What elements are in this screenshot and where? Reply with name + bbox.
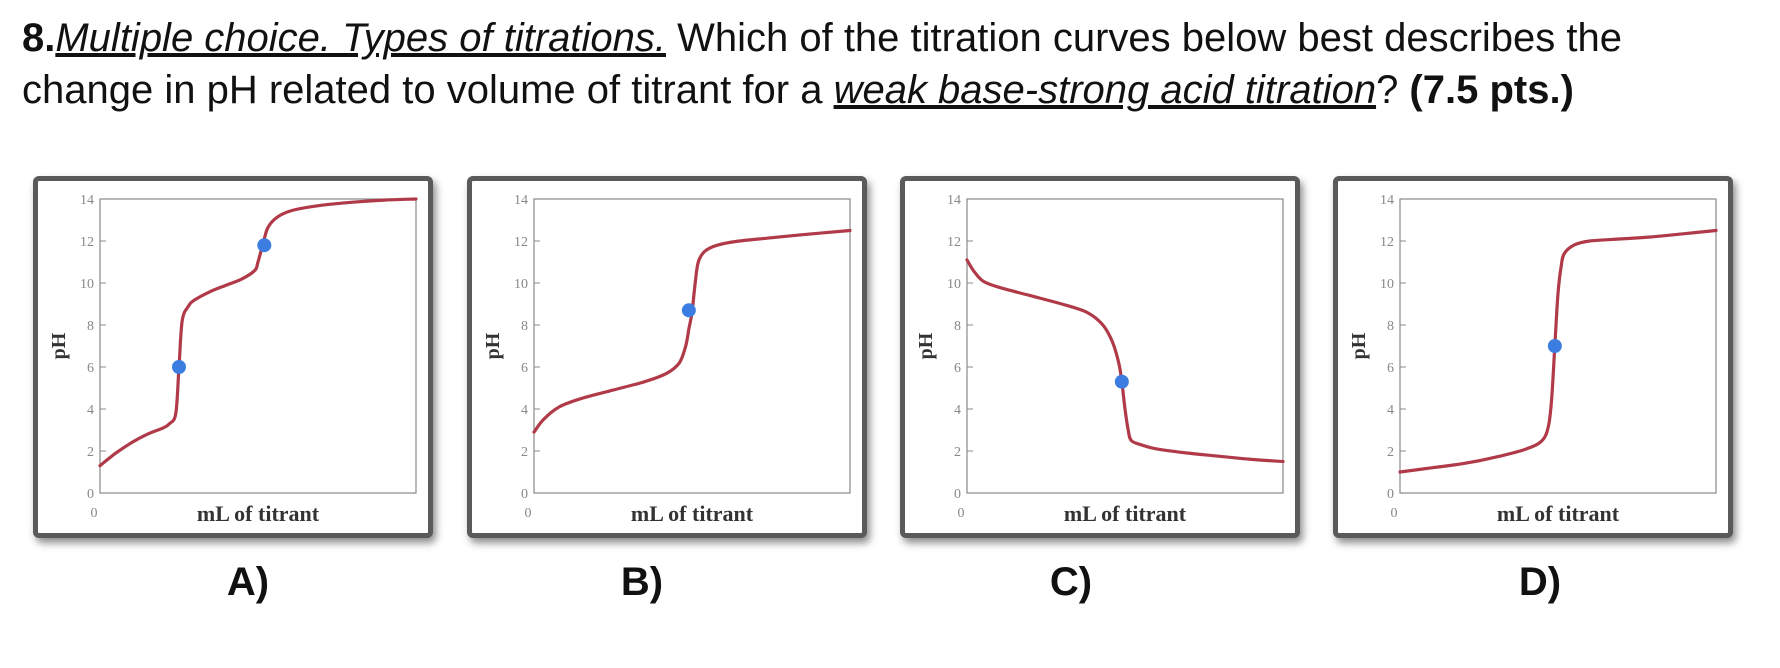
y-tick-label: 6 (1387, 361, 1394, 376)
x-axis-label: mL of titrant (631, 501, 754, 526)
y-tick-label: 12 (1380, 235, 1394, 250)
equivalence-point-marker (681, 303, 696, 318)
y-tick-label: 4 (1387, 403, 1394, 418)
y-axis-label: pH (48, 332, 70, 359)
y-tick-label: 12 (80, 235, 94, 250)
y-tick-label: 6 (87, 361, 94, 376)
y-tick-label: 12 (514, 235, 528, 250)
equivalence-point-marker (257, 238, 272, 253)
y-tick-label: 0 (1387, 487, 1394, 502)
x-axis-label: mL of titrant (197, 501, 320, 526)
titration-curve (965, 258, 1285, 464)
y-tick-label: 8 (954, 319, 961, 334)
y-tick-label: 2 (954, 445, 961, 460)
y-tick-label: 6 (521, 361, 528, 376)
y-tick-label: 14 (80, 193, 94, 208)
y-tick-label: 10 (514, 277, 528, 292)
y-tick-label: 0 (521, 487, 528, 502)
y-tick-label: 10 (1380, 277, 1394, 292)
y-tick-label: 4 (521, 403, 528, 418)
titration-chart-b: 0 2 4 6 8 10 12 14 0 pH mL of titrant (482, 193, 852, 526)
y-tick-label: 14 (1380, 193, 1394, 208)
chart-panel-b: 0 2 4 6 8 10 12 14 0 pH mL of titrant (467, 176, 867, 538)
y-tick-label: 2 (521, 445, 528, 460)
choice-label-d: D) (1518, 560, 1562, 604)
equivalence-point-marker (172, 360, 186, 374)
chart-panel-a: 0 2 4 6 8 10 12 14 0 pH mL of titrant (33, 176, 433, 538)
x-tick-label: 0 (525, 506, 532, 521)
equivalence-point-marker (1114, 374, 1129, 389)
y-tick-label: 8 (1387, 319, 1394, 334)
titration-curve (98, 197, 418, 468)
y-tick-label: 10 (947, 277, 961, 292)
y-tick-label: 12 (947, 235, 961, 250)
chart-panel-d: 0 2 4 6 8 10 12 14 0 pH mL of titrant (1333, 176, 1733, 538)
y-axis-label: pH (1348, 332, 1370, 359)
titration-chart-a: 0 2 4 6 8 10 12 14 0 pH mL of titrant (48, 193, 418, 526)
question-topic: Multiple choice. Types of titrations. (55, 16, 666, 60)
x-axis-label: mL of titrant (1497, 501, 1620, 526)
x-tick-label: 0 (1391, 506, 1398, 521)
choice-label-a: A) (226, 560, 270, 604)
question-number: 8. (22, 16, 56, 60)
y-tick-label: 14 (947, 193, 961, 208)
question-body: Which of the titration curves below best… (22, 16, 1622, 112)
y-axis-label: pH (482, 332, 504, 359)
y-tick-label: 4 (87, 403, 94, 418)
x-axis-label: mL of titrant (1064, 501, 1187, 526)
question-points: (7.5 pts.) (1409, 68, 1574, 112)
y-axis-label: pH (915, 332, 937, 359)
question-text: 8.Multiple choice. Types of titrations. … (22, 12, 1762, 116)
y-tick-label: 14 (514, 193, 528, 208)
equivalence-point-marker (1547, 339, 1562, 353)
y-tick-label: 0 (954, 487, 961, 502)
x-tick-label: 0 (958, 506, 965, 521)
titration-chart-d: 0 2 4 6 8 10 12 14 0 pH mL of titrant (1348, 193, 1718, 526)
question-tail: ? (1376, 68, 1410, 112)
titration-curve (532, 228, 852, 434)
y-tick-label: 8 (521, 319, 528, 334)
y-tick-label: 4 (954, 403, 961, 418)
plot-area (533, 198, 851, 494)
question-emphasis: weak base-strong acid titration (833, 68, 1377, 112)
x-tick-label: 0 (91, 506, 98, 521)
y-tick-label: 10 (80, 277, 94, 292)
choice-label-b: B) (620, 560, 664, 604)
y-tick-label: 8 (87, 319, 94, 334)
y-tick-label: 6 (954, 361, 961, 376)
choice-label-c: C) (1049, 560, 1093, 604)
chart-panel-c: 0 2 4 6 8 10 12 14 0 pH mL of titrant (900, 176, 1300, 538)
y-tick-label: 0 (87, 487, 94, 502)
y-tick-label: 2 (87, 445, 94, 460)
plot-area (966, 198, 1284, 494)
y-tick-label: 2 (1387, 445, 1394, 460)
titration-chart-c: 0 2 4 6 8 10 12 14 0 pH mL of titrant (915, 193, 1285, 526)
titration-curve (1398, 228, 1718, 474)
